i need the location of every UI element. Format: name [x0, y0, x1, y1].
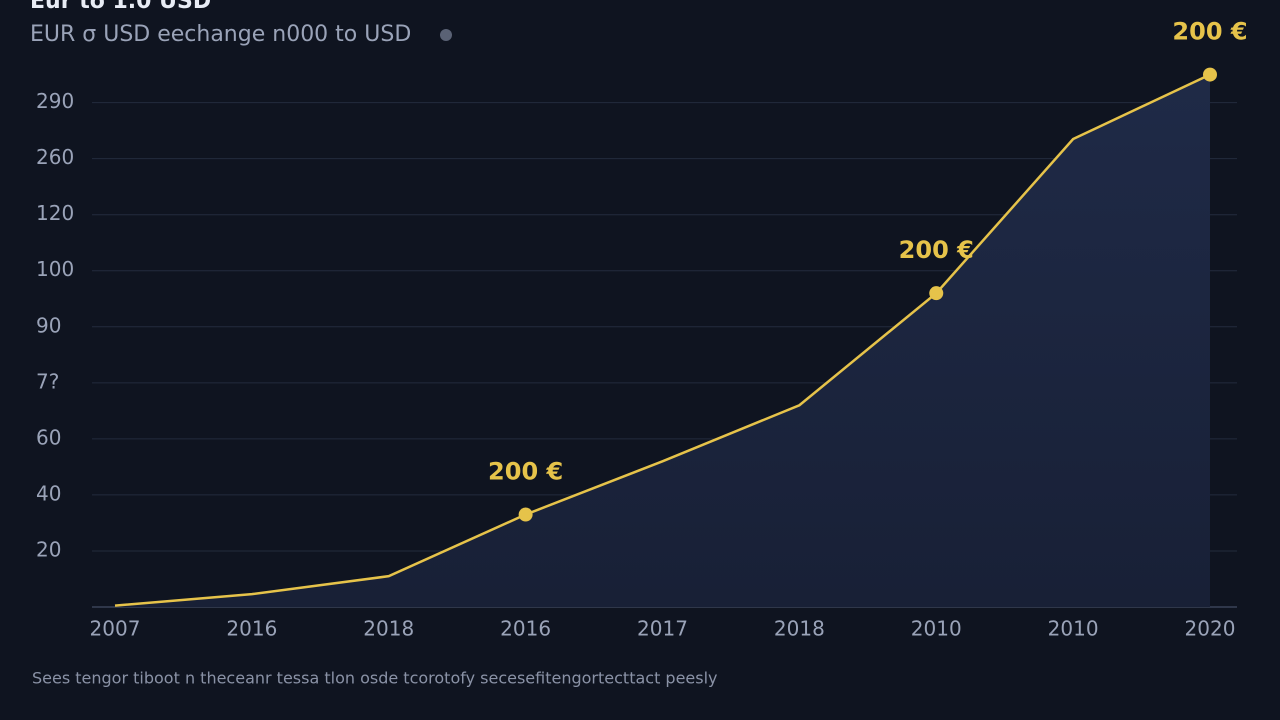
y-tick-label: 40 [36, 481, 61, 505]
point-marker [1203, 67, 1217, 82]
y-tick-label: 120 [36, 201, 74, 225]
x-tick-label: 2016 [500, 617, 551, 641]
x-tick-label: 2016 [226, 617, 277, 641]
y-tick-label: 290 [36, 89, 74, 113]
y-tick-label: 90 [36, 313, 61, 337]
area [115, 74, 1210, 608]
x-tick-label: 2010 [1048, 617, 1099, 641]
annotation: 200 € [488, 458, 563, 486]
y-tick-label: 260 [36, 145, 74, 169]
chart-subtitle: EUR σ USD eechange n000 to USD [30, 22, 411, 47]
info-icon [440, 29, 452, 41]
x-tick-label: 2020 [1185, 617, 1236, 641]
annotation: 200 € [899, 236, 974, 264]
x-tick-label: 2017 [637, 617, 688, 641]
y-tick-label: 60 [36, 425, 61, 449]
footnote: Sees tengor tiboot n theceanr tessa tlon… [32, 669, 718, 688]
annotation: 200 € [1172, 18, 1247, 46]
x-tick-label: 2018 [363, 617, 414, 641]
x-tick-label: 2007 [90, 617, 141, 641]
chart-title: Eur to 1.0 USD [30, 0, 211, 14]
point-marker [518, 507, 533, 522]
line [114, 73, 1211, 607]
x-tick-label: 2018 [774, 617, 825, 641]
x-tick-label: 2010 [911, 617, 962, 641]
y-tick-label: 20 [36, 537, 61, 561]
y-tick-label: 7? [36, 369, 59, 393]
point-marker [929, 286, 944, 301]
y-tick-label: 100 [36, 257, 74, 281]
